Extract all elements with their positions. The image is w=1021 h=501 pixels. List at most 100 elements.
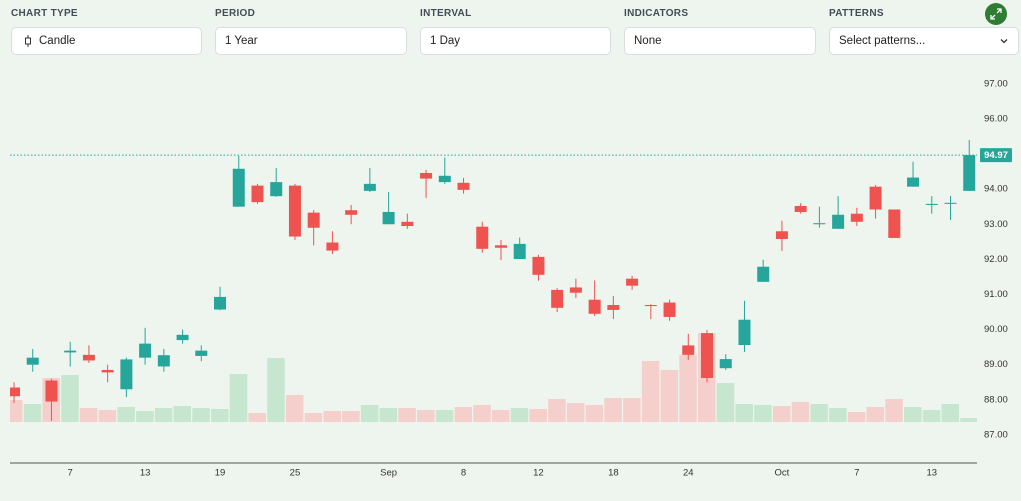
candle-body [363,183,376,191]
x-tick-label: 19 [215,468,226,479]
candle-body [270,182,283,197]
candle-body [532,256,545,275]
candle-body [326,242,339,251]
x-tick-label: 13 [140,468,151,479]
volume-bar [660,370,679,422]
x-tick-label: 18 [608,468,619,479]
candle-body [307,212,320,228]
candle-body [644,305,657,307]
volume-bar [323,411,341,422]
candle-body [120,359,133,390]
candle-body [775,231,788,239]
x-tick-label: 12 [533,468,544,479]
volume-bar [941,404,959,422]
candle-body [401,221,414,226]
volume-bar [772,406,791,422]
candle-body [551,289,564,308]
candle-body [382,211,395,225]
y-tick-label: 89.00 [984,359,1008,370]
x-tick-label: 7 [854,468,859,479]
patterns-control: PATTERNS Select patterns... [829,8,1019,55]
y-tick-label: 96.00 [984,113,1008,124]
volume-bar [866,407,885,422]
patterns-select[interactable]: Select patterns... [829,27,1019,55]
candle-body [907,177,920,187]
select-value: Candle [39,35,76,47]
volume-bar [885,399,903,422]
x-tick-label: 24 [683,468,694,479]
candle-body [626,278,639,286]
period-control: PERIOD 1 Year [215,8,407,55]
volume-bar [192,408,210,422]
expand-button[interactable] [985,3,1007,25]
control-label: CHART TYPE [11,8,78,19]
volume-bar [735,404,753,422]
volume-bar [548,399,566,422]
candle-body [139,343,152,358]
y-tick-label: 94.00 [984,184,1008,195]
volume-bar [791,402,810,422]
candle-body [682,345,695,355]
volume-bar [904,407,922,422]
volume-bar [61,375,79,422]
volume-bar [566,403,585,422]
volume-bar [922,410,941,422]
candle-body [457,182,470,190]
volume-bar [698,333,716,422]
indicators-select[interactable]: None [624,27,816,55]
candle-body [513,243,526,260]
x-tick-label: Oct [775,468,790,479]
volume-bar [454,407,473,422]
volume-bar [10,400,23,422]
volume-bar [285,395,304,422]
chevron-icon [1000,39,1008,44]
candle-body [757,266,770,282]
volume-bar [847,412,866,422]
volume-bar [398,408,416,422]
volume-bar [810,404,828,422]
volume-bar [173,406,192,422]
chart-type-select[interactable]: Candle [11,27,202,55]
volume-bar [304,413,323,422]
candle-body [869,186,882,210]
control-label: INDICATORS [624,8,689,19]
volume-bar [98,410,117,422]
volume-bar [604,398,622,422]
candle-body [64,350,77,353]
candle-body [850,213,863,222]
control-label: PERIOD [215,8,256,19]
volume-bar [229,374,248,422]
control-label: INTERVAL [420,8,472,19]
x-tick-label: 13 [926,468,937,479]
candle-body [345,210,358,215]
x-tick-label: 8 [461,468,466,479]
expand-icon [990,8,1002,20]
last-price-label: 94.97 [984,150,1008,161]
candle-body [26,357,39,365]
candle-body [494,245,507,248]
candle-body [232,168,245,207]
volume-bar [154,408,173,422]
volume-bar [716,383,735,422]
volume-bar [136,411,154,422]
y-tick-label: 92.00 [984,254,1008,265]
volume-bar [585,405,604,422]
candle-body [832,214,845,229]
y-tick-label: 90.00 [984,324,1008,335]
volume-bar [342,411,360,422]
y-tick-label: 95.00 [984,149,1008,160]
volume-bar [248,413,266,422]
period-select[interactable]: 1 Year [215,27,407,55]
volume-bar [267,358,285,422]
interval-select[interactable]: 1 Day [420,27,611,55]
select-value: None [634,35,662,47]
candle-body [45,380,58,402]
volume-bar [417,410,435,422]
y-tick-label: 97.00 [984,78,1008,89]
candle-body [888,209,901,238]
candle-body [288,185,301,237]
candle-body [157,355,170,367]
candle-body [10,387,20,397]
